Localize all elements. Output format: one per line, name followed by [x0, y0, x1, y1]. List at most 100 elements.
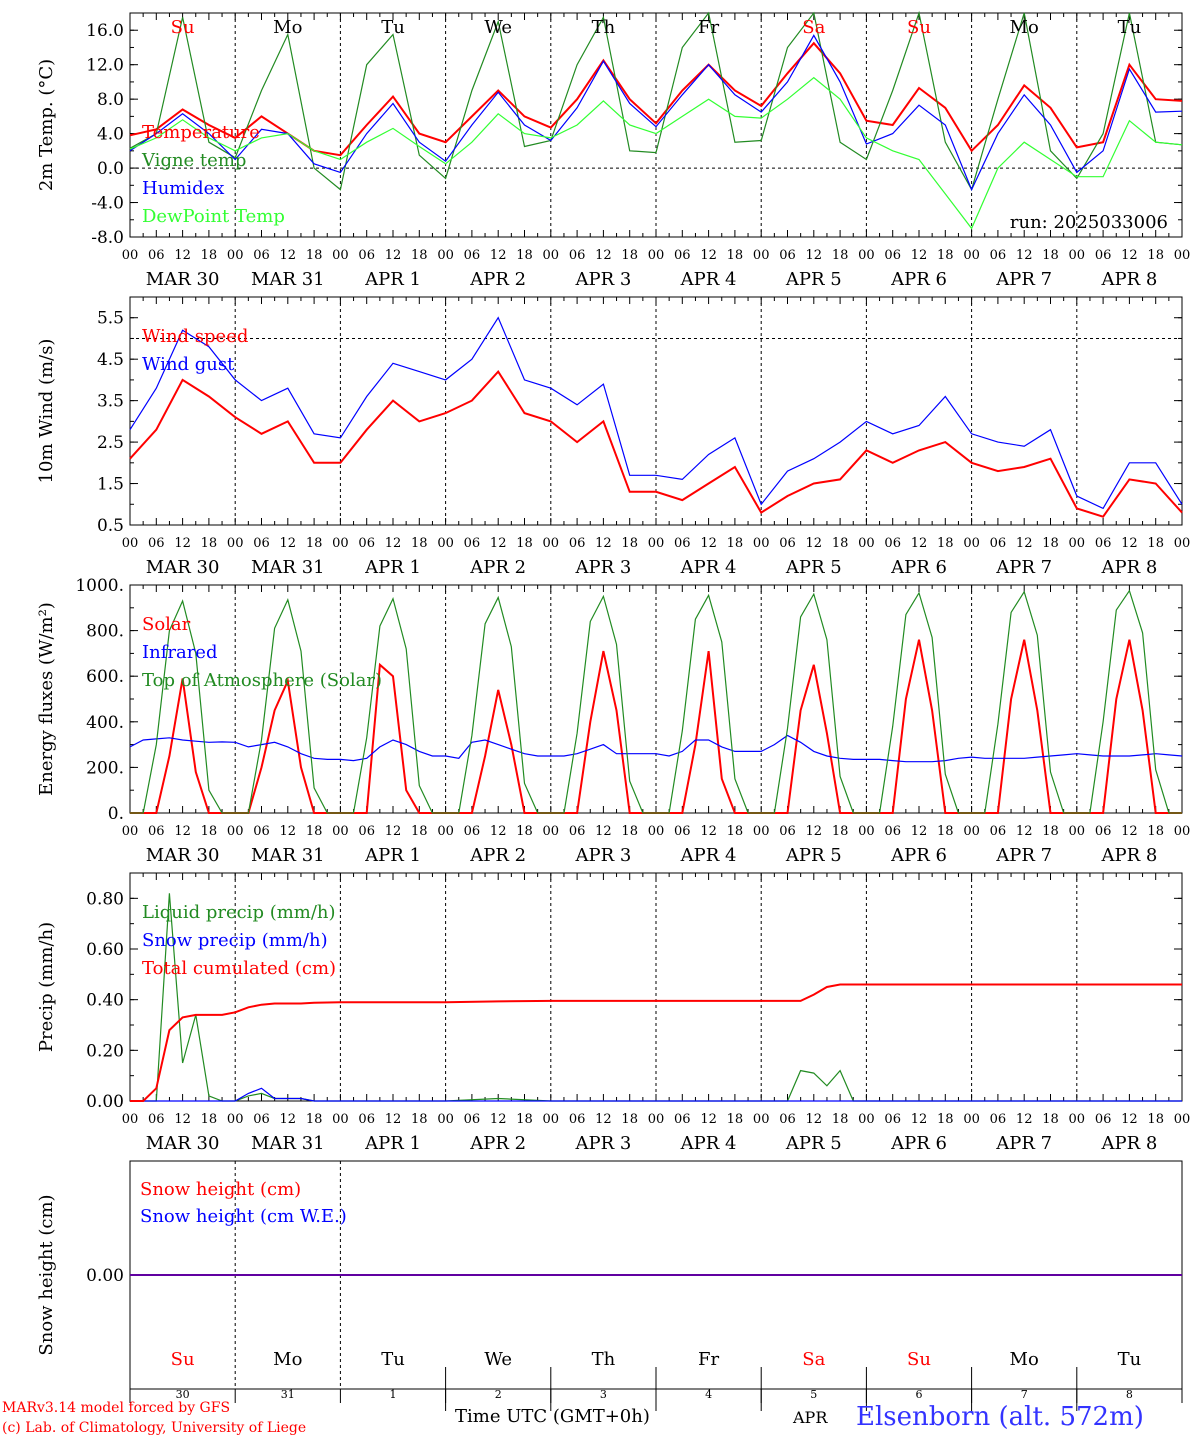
day-number-label: 2: [495, 1388, 502, 1401]
hour-tick-label: 18: [411, 824, 428, 839]
hour-tick-label: 06: [148, 1112, 165, 1127]
hour-tick-label: 18: [516, 536, 533, 551]
hour-tick-label: 18: [306, 536, 323, 551]
hour-tick-label: 18: [832, 1112, 849, 1127]
hour-tick-label: 12: [1121, 1112, 1138, 1127]
date-label: APR 1: [364, 557, 421, 578]
hour-tick-label: 06: [253, 248, 270, 263]
hour-tick-label: 00: [753, 1112, 770, 1127]
date-label: APR 6: [890, 557, 947, 578]
date-label: APR 8: [1100, 845, 1157, 866]
hour-tick-label: 00: [122, 824, 139, 839]
hour-tick-label: 06: [674, 536, 691, 551]
y-tick-label: 4.0: [97, 125, 124, 145]
hour-tick-label: 06: [464, 1112, 481, 1127]
hour-tick-label: 06: [779, 248, 796, 263]
y-tick-label: 0.80: [86, 889, 124, 909]
hour-tick-label: 06: [779, 1112, 796, 1127]
hour-tick-label: 00: [332, 1112, 349, 1127]
month-label: APR: [793, 1408, 828, 1427]
hour-tick-label: 18: [937, 248, 954, 263]
date-label: APR 3: [574, 269, 631, 290]
hour-tick-label: 18: [832, 536, 849, 551]
y-tick-label: 3.5: [97, 392, 124, 412]
series-wind-speed: [129, 369, 1183, 518]
date-label: APR 8: [1100, 1133, 1157, 1154]
hour-tick-label: 18: [937, 536, 954, 551]
hour-tick-label: 18: [201, 824, 218, 839]
weekday-label: Mo: [273, 17, 302, 38]
y-tick-label: 600.: [86, 667, 124, 687]
hour-tick-label: 00: [332, 536, 349, 551]
hour-tick-label: 06: [674, 248, 691, 263]
date-label: MAR 31: [251, 557, 325, 578]
panel-frame: [129, 12, 1183, 238]
hour-tick-label: 18: [621, 824, 638, 839]
hour-tick-label: 12: [490, 248, 507, 263]
hour-tick-label: 12: [280, 1112, 297, 1127]
y-axis-title: 2m Temp. (°C): [36, 59, 57, 191]
date-label: APR 1: [364, 269, 421, 290]
weekday-label: Mo: [1010, 17, 1039, 38]
weekday-label: Mo: [1010, 1349, 1039, 1370]
date-label: APR 1: [364, 845, 421, 866]
hour-tick-label: 12: [385, 1112, 402, 1127]
hour-tick-label: 18: [621, 536, 638, 551]
date-label: APR 3: [574, 557, 631, 578]
panel-4: 0.00 0.20 0.40 0.60 0.80 Precip (mm/h) Liquid …: [36, 872, 1190, 1154]
hour-tick-label: 00: [858, 248, 875, 263]
hour-tick-label: 06: [884, 248, 901, 263]
hour-tick-label: 12: [490, 536, 507, 551]
hour-tick-label: 18: [1042, 1112, 1059, 1127]
y-axis-title: Snow height (cm): [36, 1194, 57, 1355]
hour-tick-label: 00: [858, 536, 875, 551]
date-label: APR 8: [1100, 269, 1157, 290]
legend-entry: Top of Atmosphere (Solar): [142, 670, 382, 691]
date-label: MAR 31: [251, 845, 325, 866]
y-tick-label: -4.0: [91, 194, 124, 214]
hour-tick-label: 06: [253, 824, 270, 839]
hour-tick-label: 00: [1069, 536, 1086, 551]
hour-tick-label: 00: [543, 248, 560, 263]
legend-entry: Infrared: [142, 642, 217, 663]
legend-entry: Snow height (cm): [140, 1179, 301, 1200]
hour-tick-label: 18: [516, 824, 533, 839]
hour-tick-label: 18: [1042, 248, 1059, 263]
weekday-label: Su: [907, 17, 931, 38]
weekday-label: Fr: [698, 1349, 719, 1370]
series-humidex: [129, 34, 1183, 192]
hour-tick-label: 00: [1069, 824, 1086, 839]
hour-tick-label: 00: [648, 1112, 665, 1127]
series-top-of-atmosphere-solar-: [130, 589, 1182, 814]
hour-tick-label: 12: [806, 536, 823, 551]
hour-tick-label: 00: [648, 824, 665, 839]
hour-tick-label: 06: [464, 536, 481, 551]
hour-tick-label: 06: [884, 536, 901, 551]
x-axis-label: Time UTC (GMT+0h): [455, 1406, 650, 1427]
hour-tick-label: 18: [516, 1112, 533, 1127]
hour-tick-label: 00: [437, 536, 454, 551]
legend-entry: Solar: [142, 614, 191, 635]
hour-tick-label: 06: [253, 1112, 270, 1127]
day-number-label: 1: [390, 1388, 397, 1401]
series-dewpoint-temp: [129, 76, 1183, 230]
y-tick-label: 5.5: [97, 309, 124, 329]
date-label: APR 7: [995, 557, 1052, 578]
hour-tick-label: 18: [306, 1112, 323, 1127]
day-number-label: 4: [705, 1388, 712, 1401]
hour-tick-label: 00: [1174, 248, 1191, 263]
weekday-label: We: [484, 1349, 512, 1370]
y-tick-label: 1000.: [75, 576, 124, 596]
hour-tick-label: 00: [227, 248, 244, 263]
hour-tick-label: 12: [174, 536, 191, 551]
hour-tick-label: 12: [911, 824, 928, 839]
hour-tick-label: 06: [1095, 248, 1112, 263]
hour-tick-label: 00: [753, 248, 770, 263]
series-liquid-precip-mm-h-: [130, 893, 1182, 1102]
hour-tick-label: 12: [806, 248, 823, 263]
weekday-label: Mo: [273, 1349, 302, 1370]
date-label: APR 3: [574, 1133, 631, 1154]
hour-tick-label: 06: [569, 824, 586, 839]
day-number-label: 3: [600, 1388, 607, 1401]
